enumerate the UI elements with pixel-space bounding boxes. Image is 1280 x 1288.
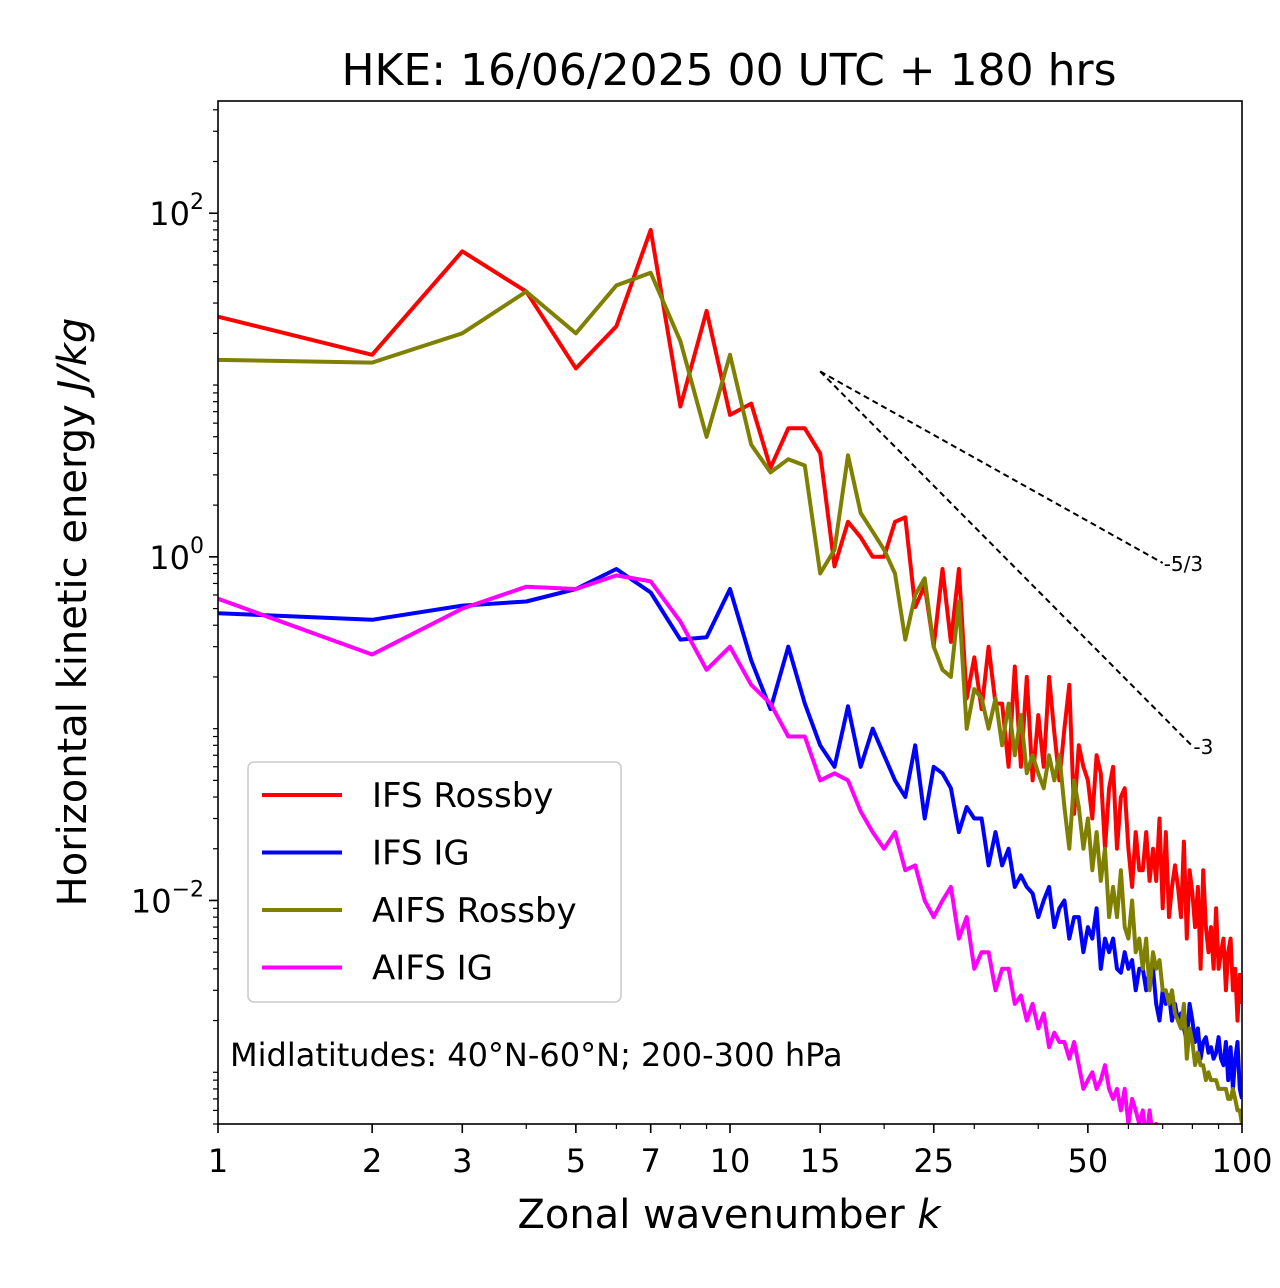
chart-title: HKE: 16/06/2025 00 UTC + 180 hrs: [341, 45, 1116, 96]
x-axis-label-text: Zonal wavenumber: [517, 1192, 905, 1238]
y-tick-label: 10−2: [131, 877, 204, 920]
legend-label: AIFS IG: [372, 949, 493, 989]
reference-slope-lines: -5/3 -3: [819, 370, 1213, 759]
series-line-ifs-rossby: [218, 227, 1242, 1023]
reference-line-1: [819, 370, 1194, 747]
legend-box: [247, 761, 622, 1003]
x-tick-label: 1: [208, 1142, 228, 1180]
region-annotation: Midlatitudes: 40°N-60°N; 200-300 hPa: [230, 1036, 843, 1074]
x-tick-label: 2: [362, 1142, 382, 1180]
legend-label: AIFS Rossby: [372, 891, 577, 931]
x-tick-label: 7: [641, 1142, 661, 1180]
y-axis-units: J/kg: [50, 318, 96, 399]
legend-entries: IFS Rossby IFS IG AIFS Rossby AIFS IG: [262, 776, 577, 989]
y-tick-label: 100: [149, 534, 204, 577]
legend: IFS Rossby IFS IG AIFS Rossby AIFS IG: [247, 761, 622, 1003]
reference-line-0: [819, 370, 1164, 564]
x-tick-label: 5: [566, 1142, 586, 1180]
x-axis-symbol: k: [917, 1192, 942, 1238]
legend-label: IFS Rossby: [372, 776, 553, 816]
legend-label: IFS IG: [372, 834, 470, 874]
reference-line-label: -5/3: [1164, 552, 1203, 576]
series-line-ifs-ig: [218, 567, 1242, 1100]
x-tick-label: 50: [1068, 1142, 1109, 1180]
series-line-aifs-ig: [218, 573, 1163, 1124]
series-line-aifs-rossby: [218, 270, 1242, 1124]
x-tick-label: 25: [913, 1142, 954, 1180]
x-tick-label: 3: [452, 1142, 472, 1180]
series-lines: [218, 227, 1242, 1124]
y-axis-label-text: Horizontal kinetic energy: [50, 404, 96, 906]
x-tick-label: 100: [1211, 1142, 1272, 1180]
y-axis-label: Horizontal kinetic energy J/kg: [50, 318, 96, 907]
y-axis: 10−2 100 102: [131, 109, 218, 1125]
x-axis: 1 2 3 5 7 10 15 25 50 100: [208, 1124, 1273, 1180]
x-tick-label: 15: [800, 1142, 841, 1180]
x-axis-label: Zonal wavenumber k: [517, 1192, 942, 1238]
x-tick-label: 10: [710, 1142, 751, 1180]
reference-line-label: -3: [1193, 735, 1213, 759]
y-tick-label: 102: [149, 190, 204, 233]
